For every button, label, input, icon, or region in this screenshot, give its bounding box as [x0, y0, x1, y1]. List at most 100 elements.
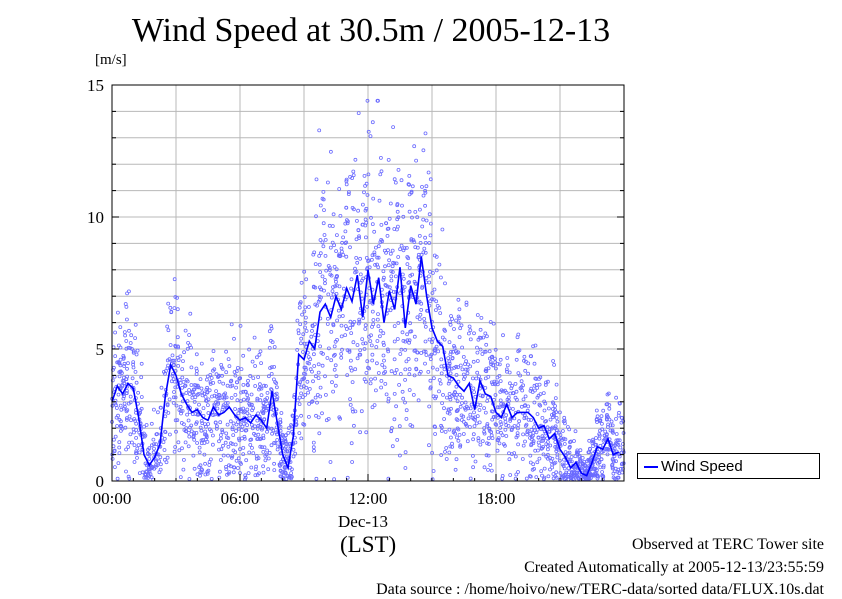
data-point	[302, 295, 307, 300]
data-point	[214, 424, 219, 429]
data-point	[547, 429, 552, 434]
data-point	[258, 398, 263, 403]
data-point	[321, 351, 325, 356]
data-point	[476, 438, 481, 443]
data-point	[552, 362, 556, 367]
data-point	[439, 429, 444, 433]
data-point	[456, 350, 461, 355]
data-point	[373, 245, 378, 250]
data-point	[247, 413, 252, 418]
data-point	[419, 351, 424, 355]
data-point	[190, 395, 195, 400]
data-point	[187, 333, 192, 337]
data-point	[133, 322, 138, 327]
data-point	[332, 264, 337, 269]
data-point	[392, 227, 397, 231]
data-point	[412, 144, 417, 149]
data-point	[320, 274, 325, 279]
data-point	[388, 251, 393, 256]
data-point	[407, 340, 412, 345]
data-point	[225, 383, 230, 388]
data-point	[283, 464, 288, 469]
data-point	[296, 331, 301, 336]
data-point	[541, 444, 545, 449]
data-point	[530, 435, 534, 439]
data-point	[172, 449, 177, 454]
data-point	[298, 322, 303, 327]
data-point	[528, 460, 533, 465]
data-point	[553, 404, 557, 408]
data-point	[337, 284, 342, 289]
data-point	[412, 348, 417, 353]
data-point	[524, 476, 529, 481]
data-point	[505, 363, 510, 368]
data-point	[600, 470, 604, 474]
data-point	[383, 369, 388, 374]
data-point	[221, 453, 226, 458]
data-point	[595, 476, 600, 481]
data-point	[395, 337, 400, 341]
data-point	[162, 457, 167, 462]
data-point	[358, 256, 363, 261]
data-point	[224, 370, 229, 375]
data-point	[389, 428, 394, 433]
data-point	[194, 369, 199, 373]
data-point	[220, 373, 225, 378]
data-point	[205, 385, 210, 390]
data-point	[401, 338, 406, 343]
data-point	[501, 333, 505, 338]
data-point	[607, 406, 612, 411]
data-point	[365, 304, 370, 309]
data-point	[217, 469, 222, 474]
data-point	[427, 274, 431, 279]
data-point	[273, 392, 278, 397]
data-point	[516, 371, 521, 376]
data-point	[126, 401, 131, 406]
data-point	[212, 402, 217, 407]
data-point	[446, 356, 451, 361]
data-point	[516, 423, 521, 428]
data-point	[125, 366, 129, 371]
data-point	[246, 471, 251, 476]
data-point	[311, 445, 316, 450]
data-point	[194, 407, 199, 412]
data-point	[134, 451, 138, 456]
data-point	[471, 386, 476, 391]
data-point	[163, 430, 168, 435]
data-point	[245, 423, 250, 428]
data-point	[334, 374, 339, 379]
data-point	[471, 437, 476, 442]
data-point	[302, 422, 307, 427]
data-point	[311, 284, 316, 289]
data-point	[252, 335, 257, 340]
data-point	[456, 365, 460, 370]
legend: Wind Speed	[637, 453, 820, 479]
data-point	[547, 406, 551, 411]
data-point	[497, 441, 502, 446]
data-point	[303, 320, 308, 325]
data-point	[554, 415, 559, 420]
data-point	[116, 461, 121, 466]
data-point	[578, 448, 583, 453]
data-point	[482, 429, 487, 434]
data-point	[477, 420, 482, 425]
data-point	[176, 363, 181, 368]
data-point	[610, 429, 615, 434]
data-point	[467, 324, 472, 329]
data-point	[598, 428, 602, 433]
data-point	[329, 329, 334, 334]
data-point	[175, 418, 180, 423]
data-point	[507, 451, 511, 456]
data-point	[183, 328, 188, 333]
data-point	[423, 349, 428, 354]
data-point	[257, 352, 262, 357]
data-point	[392, 391, 397, 396]
data-point	[450, 356, 455, 361]
data-point	[317, 128, 322, 133]
data-point	[315, 392, 320, 397]
data-point	[457, 307, 462, 312]
data-point	[378, 155, 383, 160]
y-tick-label: 5	[96, 340, 105, 359]
data-point	[110, 378, 115, 383]
data-point	[447, 361, 452, 366]
